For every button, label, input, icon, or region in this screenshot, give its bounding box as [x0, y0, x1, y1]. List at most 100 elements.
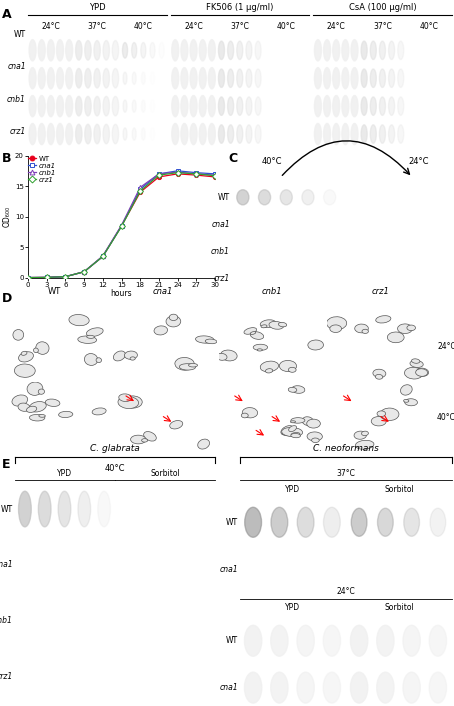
Ellipse shape	[373, 369, 386, 378]
Ellipse shape	[355, 324, 368, 333]
Circle shape	[57, 40, 64, 61]
Circle shape	[29, 68, 36, 89]
Text: cna1: cna1	[0, 561, 13, 569]
Circle shape	[57, 95, 64, 116]
Circle shape	[103, 68, 109, 88]
Circle shape	[255, 41, 261, 59]
Circle shape	[199, 68, 206, 89]
Ellipse shape	[411, 359, 420, 364]
Text: cna1: cna1	[212, 220, 230, 229]
Text: B: B	[2, 152, 11, 165]
Text: Sorbitol: Sorbitol	[150, 469, 180, 478]
Circle shape	[208, 40, 215, 61]
Circle shape	[112, 96, 118, 116]
Ellipse shape	[404, 400, 409, 402]
Ellipse shape	[131, 435, 146, 444]
Circle shape	[434, 270, 448, 287]
Circle shape	[333, 40, 340, 61]
Ellipse shape	[119, 394, 132, 402]
Ellipse shape	[114, 351, 125, 361]
Circle shape	[370, 270, 383, 287]
Ellipse shape	[361, 431, 368, 436]
Ellipse shape	[26, 406, 37, 412]
Circle shape	[237, 41, 243, 59]
Circle shape	[132, 72, 136, 84]
Circle shape	[138, 545, 152, 585]
Ellipse shape	[19, 352, 34, 362]
Circle shape	[208, 124, 215, 145]
Circle shape	[297, 508, 314, 537]
Circle shape	[76, 40, 82, 60]
Circle shape	[178, 657, 191, 695]
Circle shape	[181, 95, 188, 116]
Circle shape	[377, 626, 394, 656]
Text: Sorbitol: Sorbitol	[384, 485, 414, 493]
Ellipse shape	[407, 325, 415, 330]
Ellipse shape	[291, 421, 296, 423]
Circle shape	[118, 657, 132, 695]
Text: WT: WT	[226, 517, 238, 527]
Ellipse shape	[279, 361, 296, 371]
Text: D: D	[2, 292, 12, 305]
Text: 37°C: 37°C	[230, 23, 249, 31]
Text: C. neoformans: C. neoformans	[313, 444, 379, 453]
Text: cnb1: cnb1	[0, 616, 13, 625]
Circle shape	[47, 124, 54, 145]
Circle shape	[118, 489, 132, 529]
Circle shape	[208, 95, 215, 116]
Circle shape	[103, 124, 109, 144]
Ellipse shape	[217, 354, 227, 360]
Ellipse shape	[166, 316, 181, 327]
Circle shape	[178, 489, 191, 529]
Circle shape	[218, 125, 224, 143]
Ellipse shape	[282, 429, 299, 436]
Circle shape	[76, 96, 82, 116]
Circle shape	[218, 41, 224, 59]
Circle shape	[227, 125, 234, 143]
Circle shape	[389, 97, 395, 115]
Circle shape	[123, 42, 128, 58]
Circle shape	[380, 125, 385, 143]
Circle shape	[237, 190, 249, 205]
Circle shape	[123, 72, 127, 84]
Bar	[331, 448, 343, 449]
Text: cna1: cna1	[219, 683, 238, 692]
Ellipse shape	[196, 336, 214, 343]
Text: cnb1: cnb1	[211, 247, 230, 256]
Bar	[331, 376, 343, 378]
Text: crz1: crz1	[214, 274, 230, 283]
Circle shape	[76, 124, 82, 144]
Circle shape	[178, 601, 191, 640]
Circle shape	[297, 626, 314, 656]
Bar	[113, 448, 126, 449]
Text: cna1: cna1	[7, 62, 26, 71]
Circle shape	[112, 68, 118, 88]
Ellipse shape	[257, 349, 262, 351]
Circle shape	[370, 41, 376, 59]
Circle shape	[118, 601, 132, 640]
Circle shape	[390, 188, 405, 207]
Circle shape	[39, 491, 51, 527]
Circle shape	[398, 69, 404, 88]
Circle shape	[315, 124, 321, 145]
X-axis label: hours: hours	[111, 289, 132, 299]
Ellipse shape	[416, 368, 429, 376]
Ellipse shape	[281, 427, 303, 436]
Text: 24°C: 24°C	[184, 23, 203, 31]
Circle shape	[227, 41, 234, 59]
Circle shape	[94, 96, 100, 116]
Legend: WT, cna1, cnb1, crz1: WT, cna1, cnb1, crz1	[28, 155, 56, 183]
Circle shape	[280, 190, 292, 205]
Text: 40°C: 40°C	[262, 157, 282, 167]
Circle shape	[181, 68, 188, 89]
Ellipse shape	[410, 360, 423, 367]
Circle shape	[315, 40, 321, 61]
Circle shape	[237, 69, 243, 88]
Circle shape	[315, 95, 321, 116]
Circle shape	[158, 657, 172, 695]
Ellipse shape	[415, 369, 428, 376]
Ellipse shape	[123, 396, 142, 408]
Ellipse shape	[398, 324, 412, 333]
Circle shape	[57, 68, 64, 89]
Circle shape	[138, 601, 152, 640]
